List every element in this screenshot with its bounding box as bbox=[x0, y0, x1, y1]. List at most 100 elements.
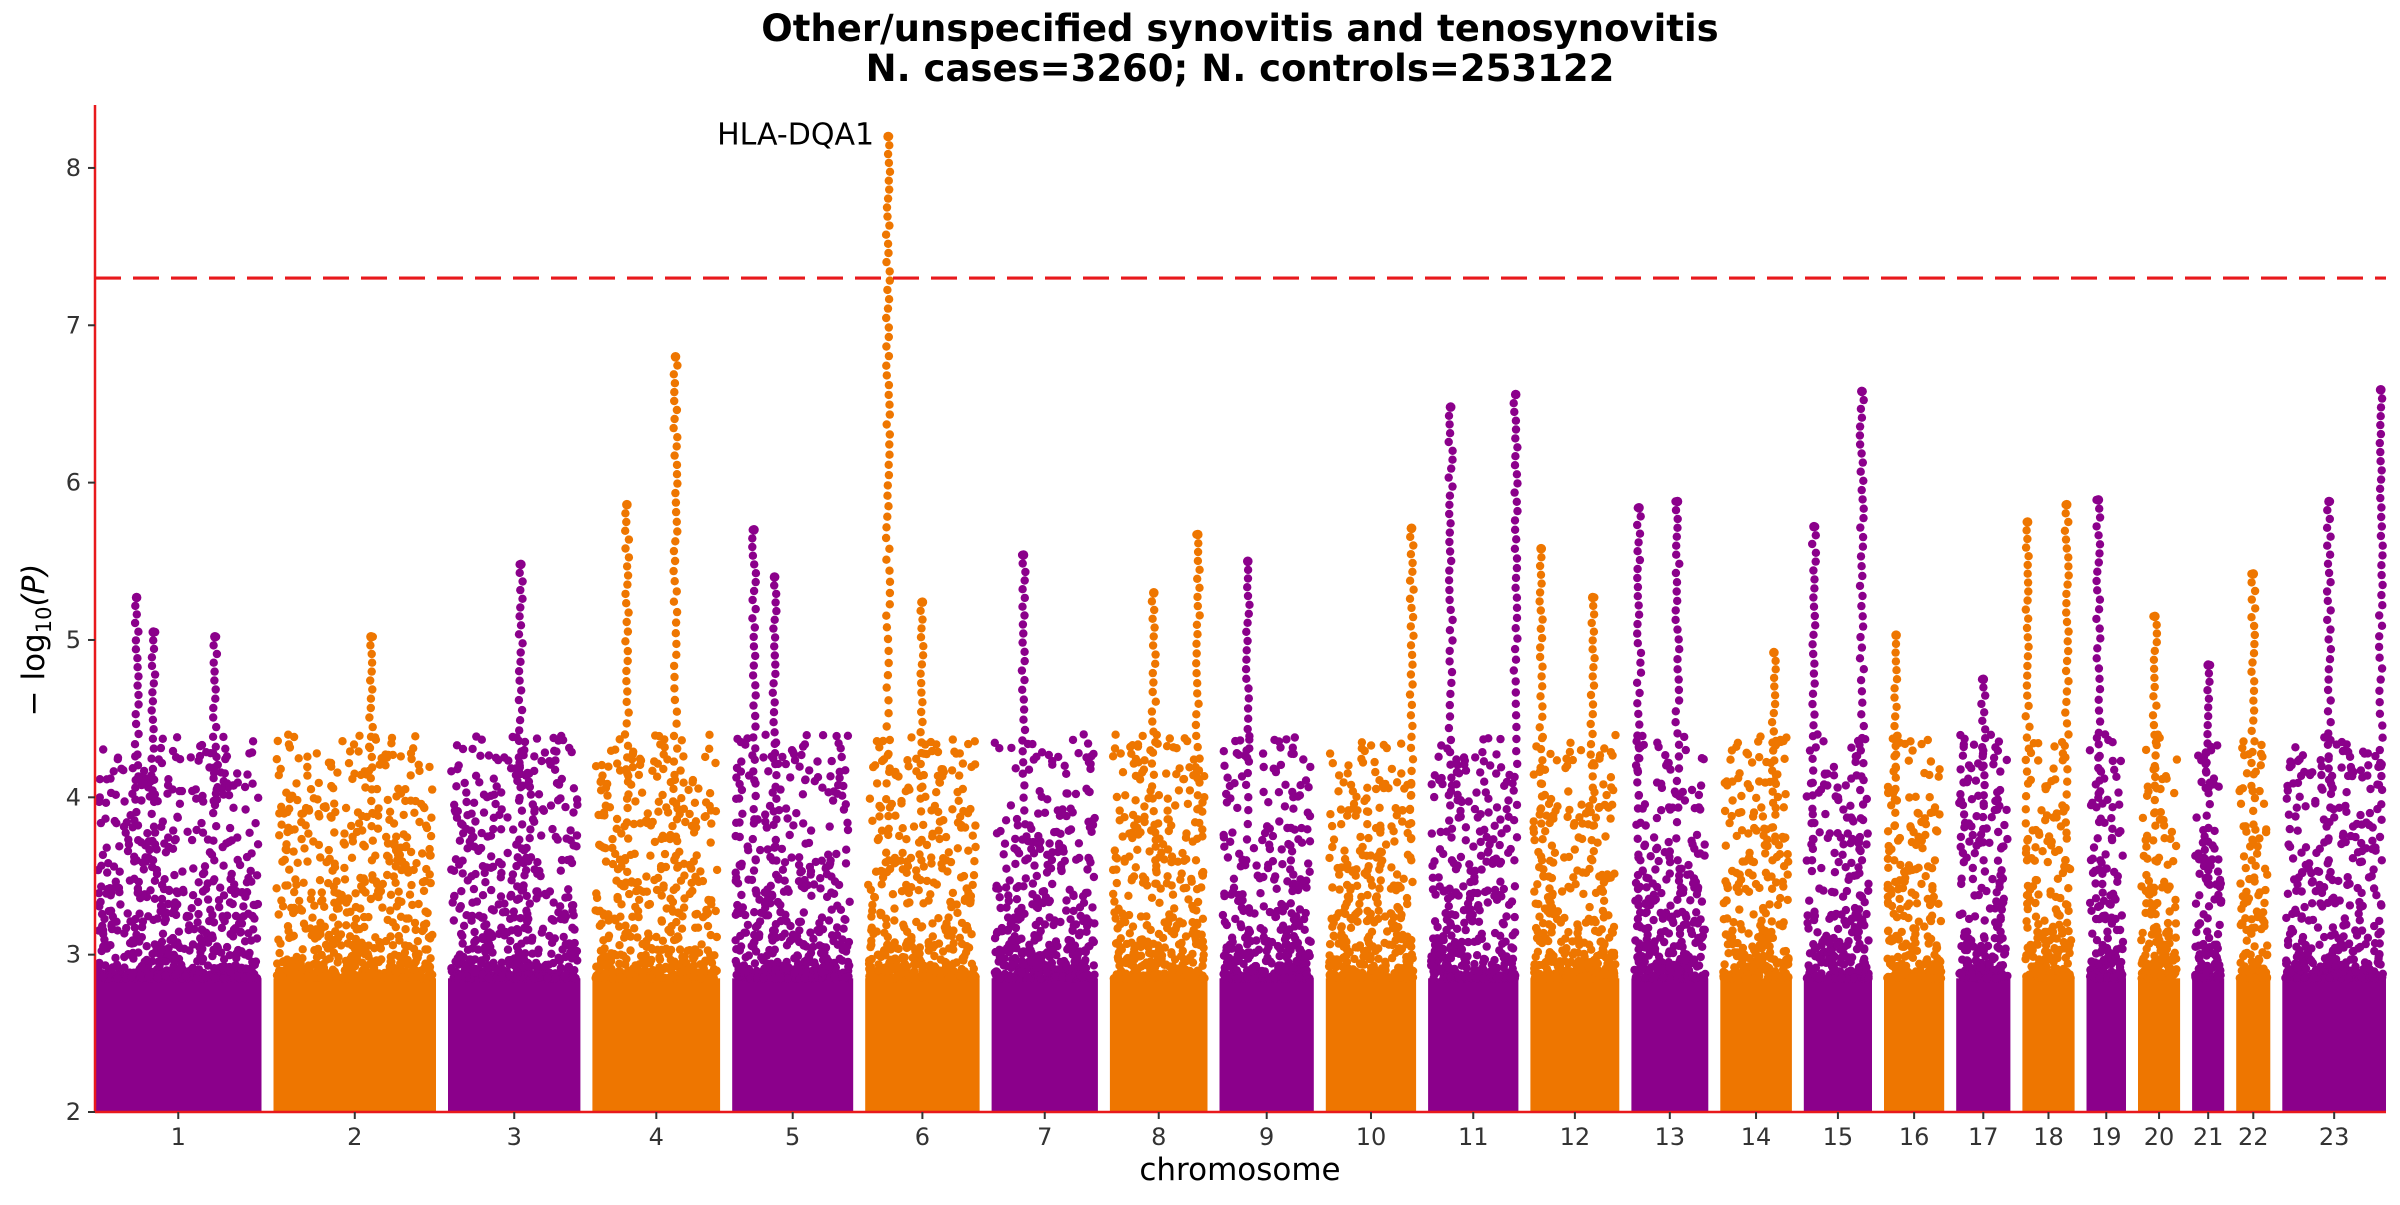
snp-point bbox=[996, 826, 1005, 836]
snp-point bbox=[970, 760, 980, 769]
snp-point bbox=[1131, 863, 1141, 872]
snp-point bbox=[404, 865, 413, 875]
snp-point bbox=[970, 971, 980, 980]
snp-point bbox=[592, 889, 601, 898]
snp-point bbox=[1062, 896, 1071, 905]
snp-point bbox=[806, 826, 816, 835]
snp-point bbox=[394, 887, 403, 896]
snp-point bbox=[914, 886, 923, 895]
snp-point bbox=[185, 946, 194, 955]
snp-point bbox=[363, 972, 372, 981]
snp-point bbox=[1032, 963, 1041, 972]
snp-point bbox=[517, 686, 526, 695]
snp-point bbox=[1228, 828, 1237, 837]
snp-point bbox=[347, 853, 357, 862]
snp-point bbox=[881, 230, 891, 239]
snp-point bbox=[696, 973, 706, 983]
snp-point bbox=[669, 784, 678, 794]
snp-point bbox=[1057, 860, 1066, 870]
snp-point bbox=[368, 722, 377, 732]
snp-point bbox=[95, 797, 104, 807]
snp-point bbox=[941, 958, 951, 967]
snp-point bbox=[515, 835, 524, 844]
snp-point bbox=[1149, 678, 1158, 687]
snp-point bbox=[94, 960, 103, 970]
snp-point bbox=[1302, 883, 1311, 892]
snp-point bbox=[306, 894, 316, 904]
snp-point bbox=[149, 644, 159, 654]
snp-point bbox=[289, 847, 298, 856]
snp-point bbox=[1195, 583, 1204, 592]
chromosome-8-points bbox=[1108, 529, 1209, 1112]
snp-point bbox=[1116, 920, 1125, 929]
snp-point bbox=[1191, 936, 1201, 945]
snp-point bbox=[947, 973, 957, 982]
snp-point bbox=[1282, 953, 1291, 962]
snp-point bbox=[286, 966, 295, 975]
snp-point bbox=[926, 890, 935, 899]
snp-point bbox=[1291, 934, 1300, 943]
snp-point bbox=[497, 868, 506, 878]
snp-point bbox=[97, 909, 107, 919]
snp-point bbox=[1151, 856, 1160, 865]
snp-point bbox=[396, 752, 405, 761]
snp-point bbox=[1222, 958, 1232, 967]
dense-points-band bbox=[991, 978, 1098, 1112]
snp-point bbox=[790, 756, 800, 765]
snp-point bbox=[1265, 844, 1275, 854]
snp-point bbox=[1030, 931, 1039, 940]
snp-point bbox=[344, 894, 353, 903]
snp-point bbox=[909, 822, 919, 831]
snp-point bbox=[673, 361, 682, 370]
snp-point bbox=[447, 964, 456, 973]
snp-point bbox=[928, 919, 937, 928]
snp-point bbox=[752, 889, 761, 898]
snp-point bbox=[1083, 739, 1093, 748]
snp-point bbox=[1035, 916, 1044, 926]
snp-point bbox=[685, 809, 694, 819]
snp-point bbox=[1151, 737, 1160, 747]
snp-point bbox=[608, 834, 617, 844]
snp-point bbox=[790, 969, 799, 978]
snp-point bbox=[272, 755, 281, 764]
snp-point bbox=[670, 684, 679, 693]
snp-point bbox=[672, 442, 681, 451]
snp-point bbox=[1374, 906, 1383, 915]
snp-point bbox=[142, 955, 151, 965]
snp-point bbox=[1163, 806, 1172, 815]
snp-point bbox=[1089, 961, 1099, 970]
snp-point bbox=[101, 961, 110, 970]
snp-point bbox=[348, 832, 357, 841]
snp-point bbox=[608, 973, 618, 983]
snp-point bbox=[624, 708, 633, 717]
snp-point bbox=[802, 731, 811, 740]
snp-point bbox=[304, 804, 313, 814]
snp-point bbox=[475, 778, 484, 787]
snp-point bbox=[1192, 834, 1202, 843]
chromosome-6-points bbox=[864, 131, 980, 1112]
snp-point bbox=[694, 784, 703, 793]
snp-point bbox=[506, 936, 515, 946]
snp-point bbox=[882, 683, 891, 692]
snp-point bbox=[905, 898, 914, 907]
snp-point bbox=[615, 941, 624, 950]
snp-point bbox=[1034, 809, 1043, 818]
snp-point bbox=[749, 767, 758, 776]
snp-point bbox=[410, 958, 420, 967]
snp-point bbox=[139, 865, 148, 874]
snp-point bbox=[1156, 950, 1165, 959]
snp-point bbox=[1125, 852, 1134, 861]
snp-point bbox=[644, 929, 653, 938]
snp-point bbox=[501, 927, 510, 937]
snp-point bbox=[201, 972, 210, 982]
snp-point bbox=[1034, 831, 1043, 841]
snp-point bbox=[512, 925, 522, 934]
snp-point bbox=[1182, 829, 1191, 838]
snp-point bbox=[1276, 925, 1285, 934]
snp-point bbox=[672, 917, 681, 927]
snp-point bbox=[875, 812, 884, 821]
snp-point bbox=[901, 787, 910, 796]
snp-point bbox=[769, 820, 778, 830]
snp-point bbox=[1148, 748, 1158, 757]
snp-point bbox=[217, 923, 227, 933]
